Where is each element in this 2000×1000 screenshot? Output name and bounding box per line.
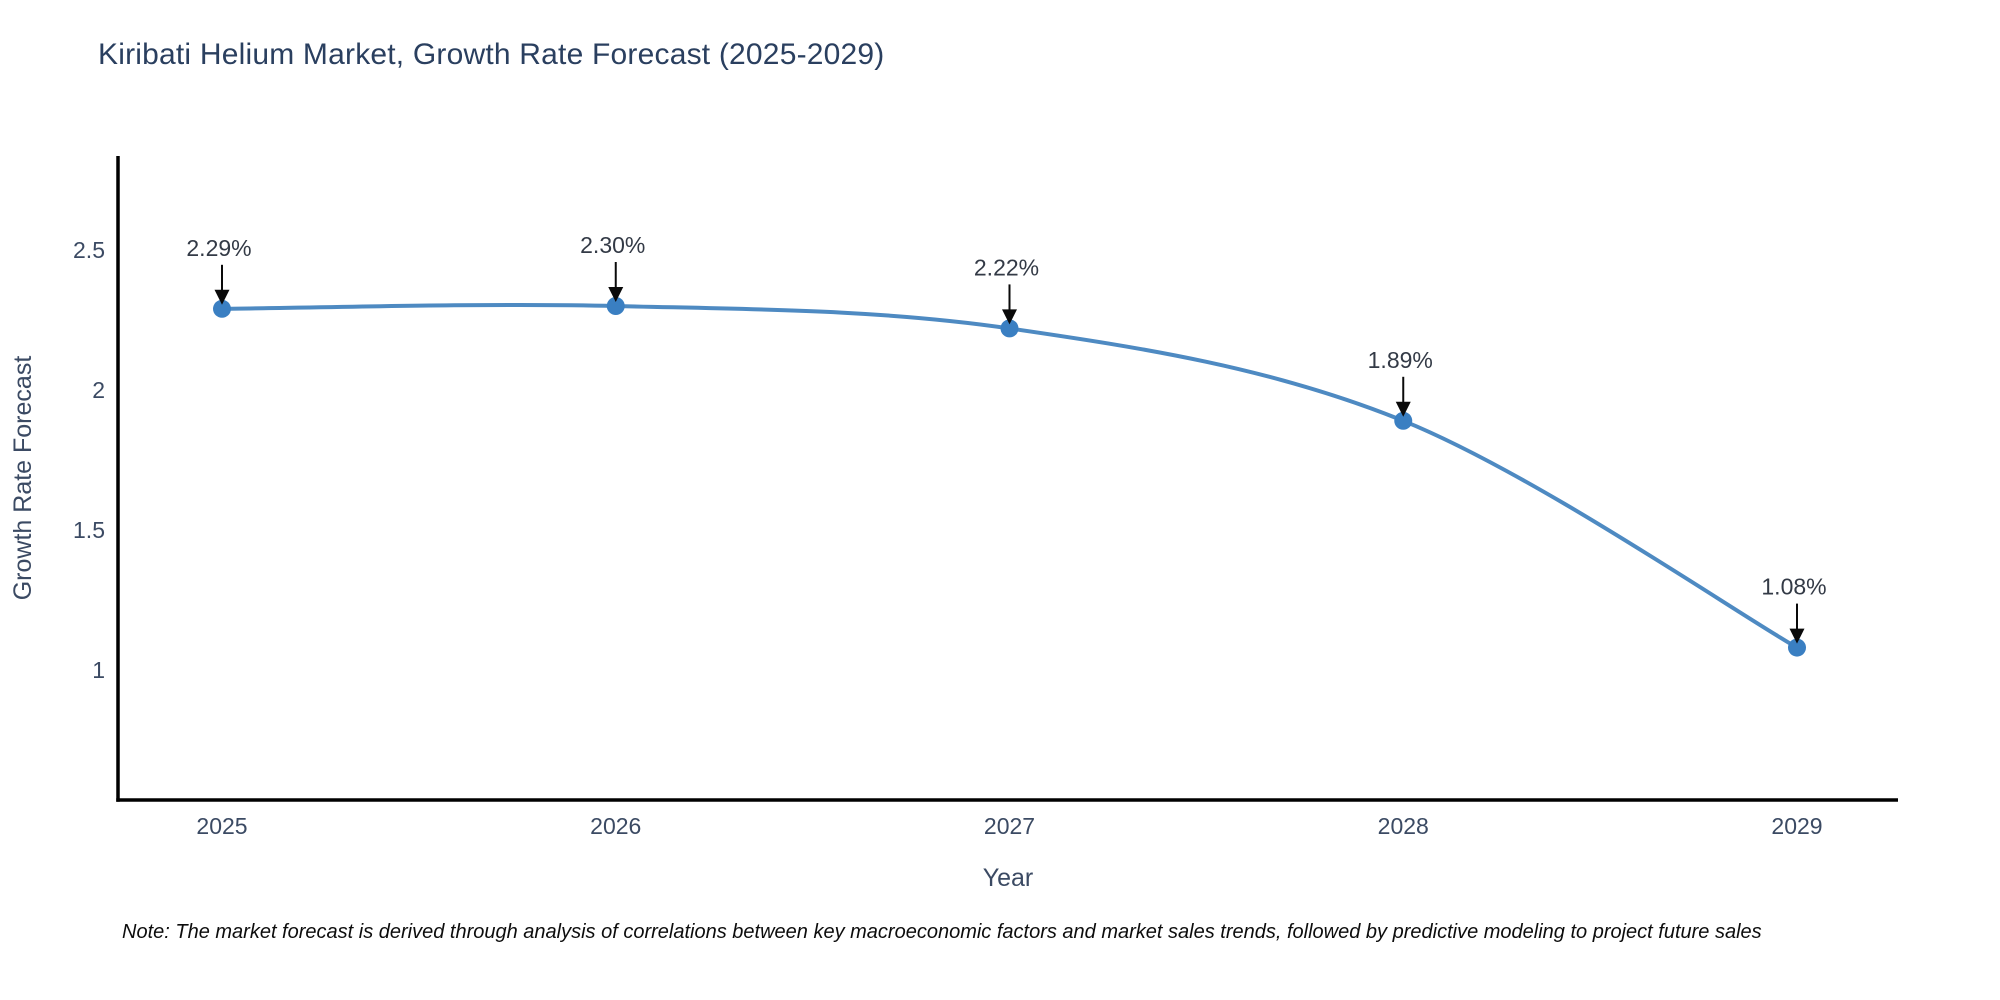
annotation-label: 2.30% [580,232,645,258]
annotation-arrowhead [1002,309,1017,325]
data-series [213,297,1806,657]
y-tick-label: 2.5 [73,237,105,263]
axes [116,156,1898,802]
footnote: Note: The market forecast is derived thr… [122,921,1762,943]
annotation-arrowhead [1395,401,1411,417]
x-axis-tick-labels: 2025 2026 2027 2028 2029 [196,813,1822,839]
data-point-2027[interactable] [1000,319,1019,338]
annotation-label: 1.89% [1368,347,1433,373]
data-point-2029[interactable] [1788,638,1806,657]
annotation-arrowhead [1789,628,1805,644]
annotation-arrowhead [608,287,624,302]
annotation-arrowhead [214,289,230,305]
annotation-label: 2.22% [974,254,1039,280]
chart-title: Kiribati Helium Market, Growth Rate Fore… [98,38,885,71]
y-tick-label: 1 [92,657,105,683]
y-axis-title: Growth Rate Forecast [9,356,37,601]
data-point-2028[interactable] [1394,411,1413,430]
x-tick-label: 2028 [1378,813,1429,839]
annotation-label: 1.08% [1761,574,1826,600]
data-point-2026[interactable] [606,297,625,315]
x-tick-label: 2029 [1771,813,1822,839]
x-tick-label: 2026 [590,813,641,839]
forecast-line [220,302,1799,650]
y-tick-label: 2 [92,377,105,403]
annotation-label: 2.29% [186,235,251,261]
x-tick-label: 2027 [984,813,1035,839]
x-tick-label: 2025 [196,813,247,839]
data-point-2025[interactable] [213,299,231,318]
y-tick-label: 1.5 [73,517,105,543]
x-axis-title: Year [983,864,1034,892]
y-axis-tick-labels: 1 1.5 2 2.5 [73,237,105,683]
point-annotations: 2.29% 2.30% 2.22% 1.89% 1.08% [186,232,1827,644]
